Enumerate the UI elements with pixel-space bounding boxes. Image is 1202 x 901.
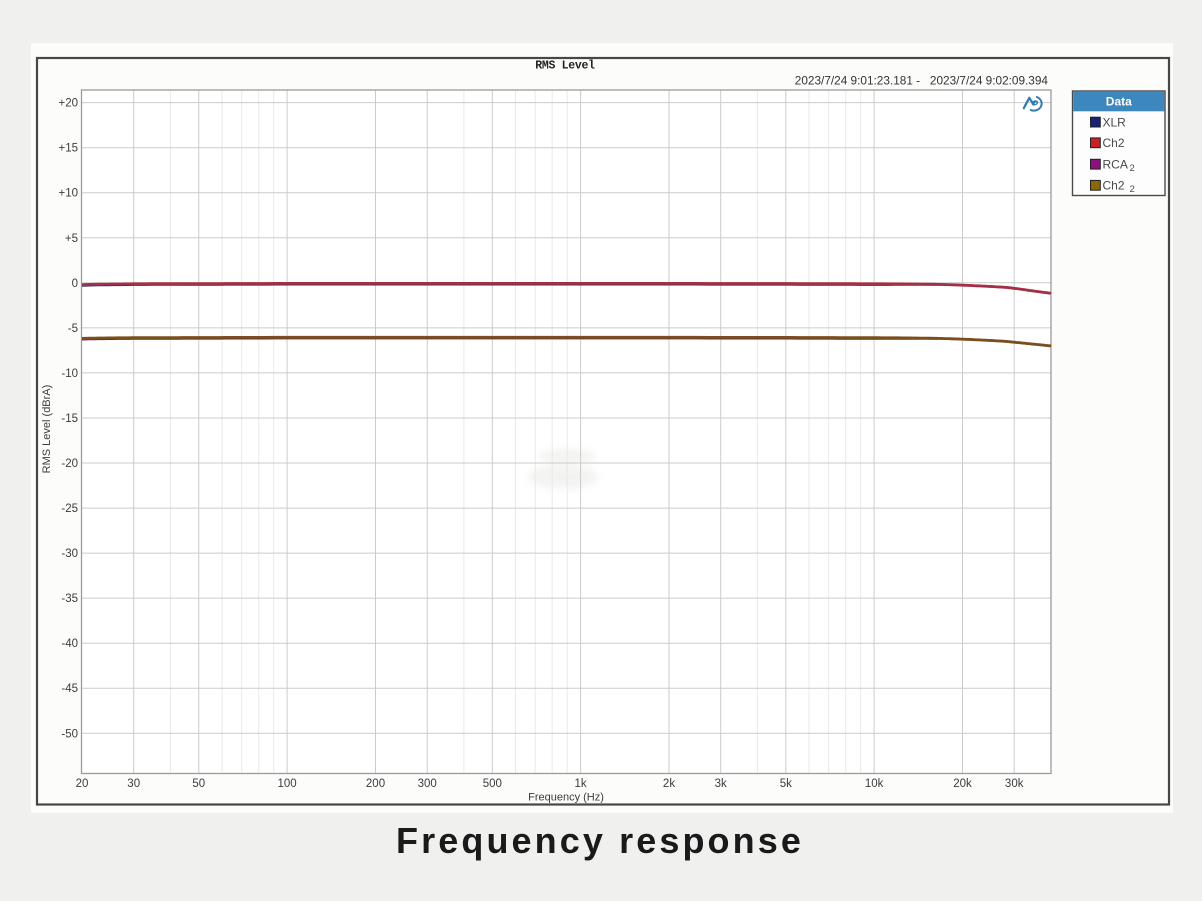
svg-text:Data: Data xyxy=(1106,95,1132,109)
svg-text:-5: -5 xyxy=(68,323,78,335)
svg-text:XLR: XLR xyxy=(1103,115,1127,129)
svg-text:1k: 1k xyxy=(575,778,587,790)
svg-text:100: 100 xyxy=(278,778,297,790)
svg-text:+10: +10 xyxy=(58,188,78,200)
svg-text:+15: +15 xyxy=(58,143,78,155)
svg-text:RMS Level: RMS Level xyxy=(535,60,595,73)
svg-text:Ch2: Ch2 xyxy=(1103,179,1125,193)
svg-text:-50: -50 xyxy=(61,728,78,740)
svg-text:-40: -40 xyxy=(61,638,78,650)
svg-text:3k: 3k xyxy=(715,778,727,790)
svg-text:5k: 5k xyxy=(780,778,792,790)
svg-text:-25: -25 xyxy=(61,503,78,515)
svg-text:300: 300 xyxy=(418,778,437,790)
svg-text:0: 0 xyxy=(72,278,78,290)
svg-text:-30: -30 xyxy=(61,548,78,560)
svg-text:2: 2 xyxy=(1130,163,1135,174)
svg-text:RCA: RCA xyxy=(1103,158,1128,172)
svg-text:+5: +5 xyxy=(65,233,78,245)
svg-text:2: 2 xyxy=(1130,184,1135,195)
svg-text:200: 200 xyxy=(366,778,385,790)
svg-text:RMS Level (dBrA): RMS Level (dBrA) xyxy=(41,385,53,474)
svg-text:30: 30 xyxy=(127,778,140,790)
svg-text:50: 50 xyxy=(192,778,205,790)
svg-text:-20: -20 xyxy=(61,458,78,470)
svg-text:-10: -10 xyxy=(61,368,78,380)
svg-text:20k: 20k xyxy=(953,778,972,790)
svg-text:2k: 2k xyxy=(663,778,675,790)
svg-text:2023/7/24 9:01:23.181 - 2023: 2023/7/24 9:01:23.181 - 2023/7/24 9:02:0… xyxy=(795,74,1049,88)
svg-text:30k: 30k xyxy=(1005,778,1024,790)
svg-text:20: 20 xyxy=(76,778,89,790)
svg-text:Ch2: Ch2 xyxy=(1103,136,1125,150)
svg-text:10k: 10k xyxy=(865,778,884,790)
svg-text:500: 500 xyxy=(483,778,502,790)
svg-text:-45: -45 xyxy=(61,683,78,695)
svg-text:-35: -35 xyxy=(61,593,78,605)
svg-text:Frequency (Hz): Frequency (Hz) xyxy=(528,792,604,804)
svg-text:-15: -15 xyxy=(61,413,78,425)
svg-text:+20: +20 xyxy=(58,98,78,110)
